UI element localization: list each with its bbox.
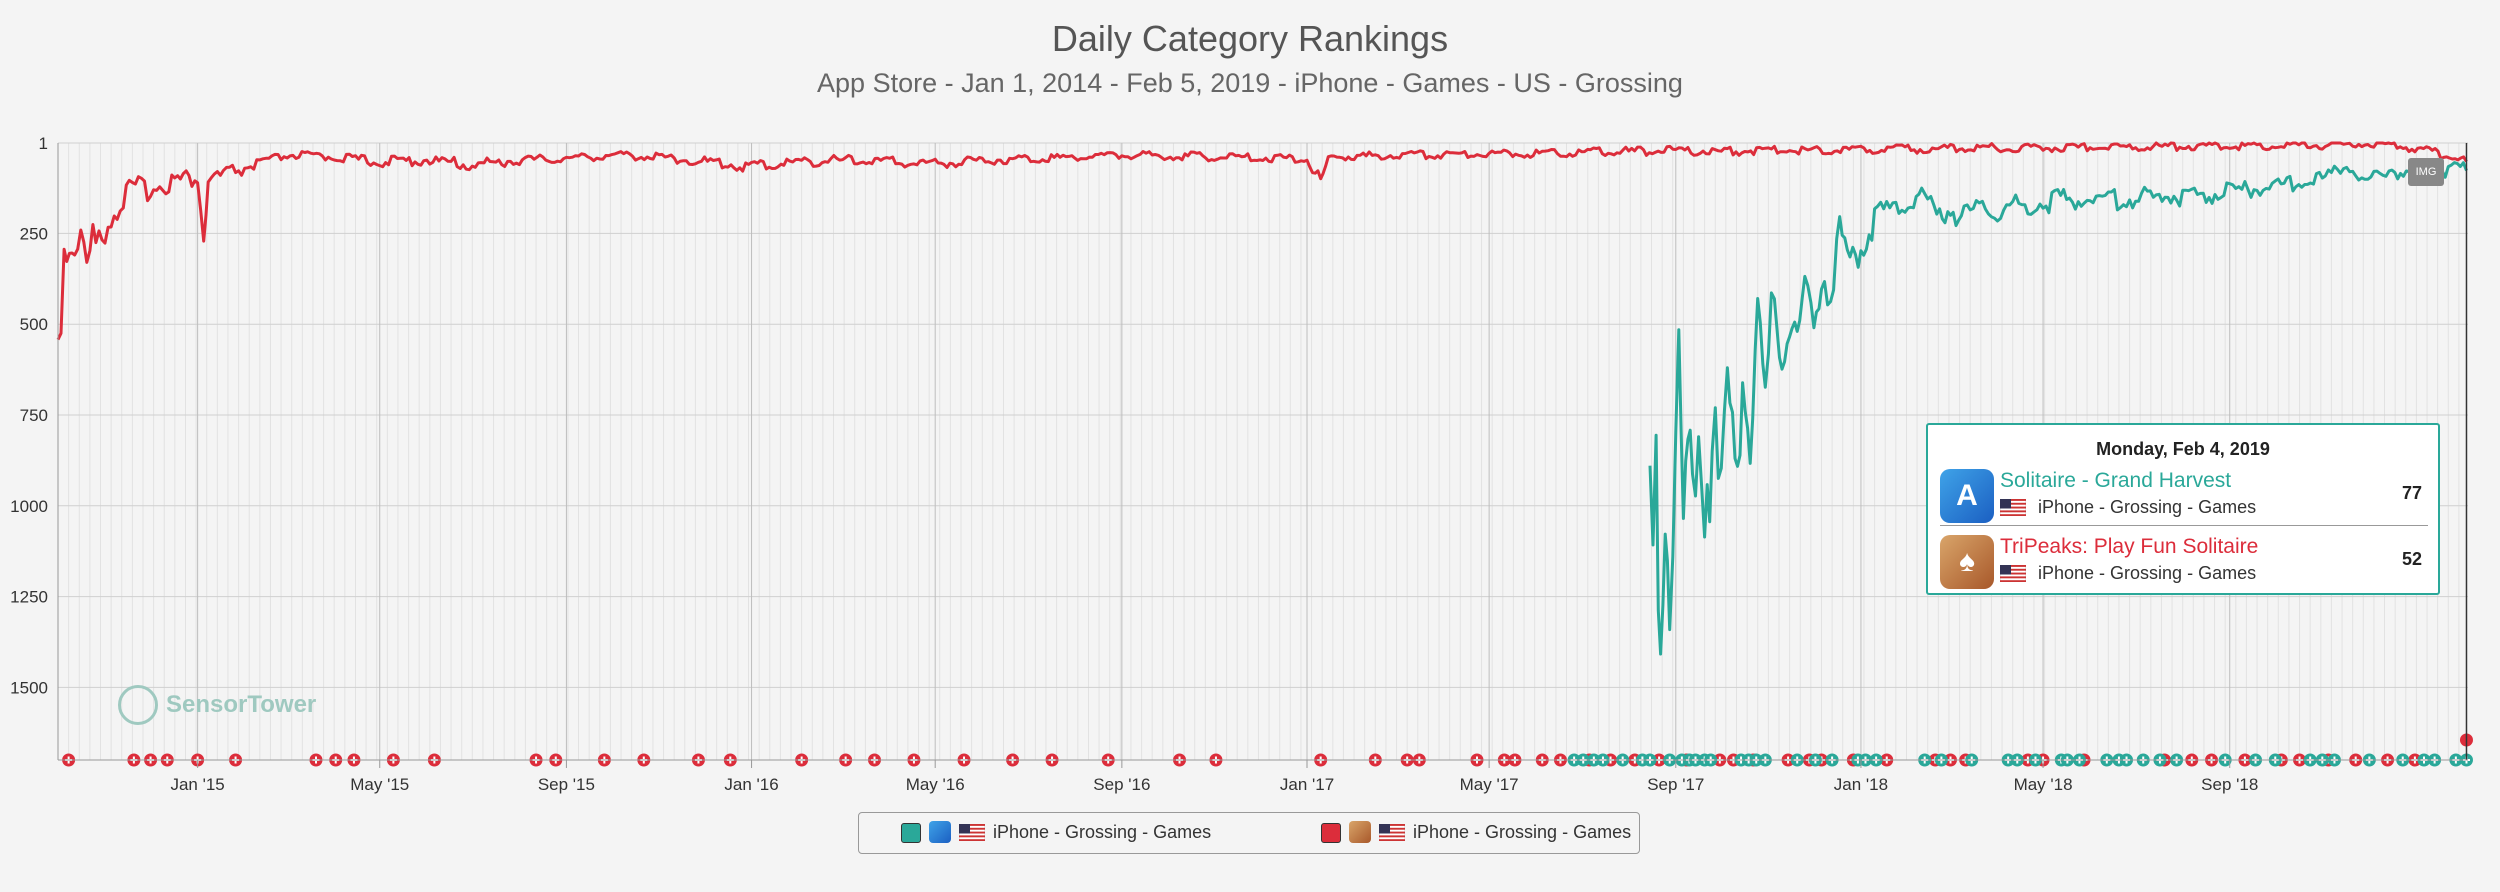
tooltip-rank: 77 (2401, 483, 2422, 503)
y-tick-label: 1000 (10, 497, 48, 516)
tooltip-divider (1940, 525, 2428, 526)
tooltip-row-solitaire: A Solitaire - Grand Harvest iPhone - Gro… (1940, 467, 2428, 525)
x-tick-label: Sep '18 (2201, 775, 2258, 794)
tooltip-app-name: TriPeaks: Play Fun Solitaire (2000, 535, 2259, 558)
us-flag-icon (1379, 824, 1405, 841)
y-tick-label: 500 (20, 315, 48, 334)
tooltip-rank: 52 (2401, 549, 2422, 569)
tooltip-date: Monday, Feb 4, 2019 (2096, 439, 2270, 459)
chart-subtitle: App Store - Jan 1, 2014 - Feb 5, 2019 - … (817, 68, 1683, 98)
legend-label: iPhone - Grossing - Games (1413, 822, 1632, 842)
y-tick-label: 1 (39, 134, 48, 153)
x-tick-label: May '16 (906, 775, 965, 794)
tooltip-app-meta: iPhone - Grossing - Games (2038, 563, 2257, 583)
solitaire-grand-harvest-app-icon (929, 821, 951, 843)
us-flag-icon (959, 824, 985, 841)
x-tick-label: May '15 (350, 775, 409, 794)
legend-swatch-teal[interactable] (901, 823, 921, 843)
chart-legend: iPhone - Grossing - Games iPhone - Gross… (858, 812, 1640, 854)
y-tick-label: 1250 (10, 588, 48, 607)
x-tick-label: Jan '17 (1280, 775, 1334, 794)
y-tick-label: 750 (20, 406, 48, 425)
legend-swatch-red[interactable] (1321, 823, 1341, 843)
tooltip-row-tripeaks: ♠ TriPeaks: Play Fun Solitaire iPhone - … (1940, 533, 2428, 591)
tooltip-app-name: Solitaire - Grand Harvest (2000, 469, 2232, 492)
x-tick-label: Sep '15 (538, 775, 595, 794)
img-badge[interactable]: IMG (2408, 158, 2444, 186)
x-tick-label: Sep '17 (1647, 775, 1704, 794)
us-flag-icon (2000, 499, 2026, 516)
x-tick-label: May '17 (1460, 775, 1519, 794)
tripeaks-app-icon (1349, 821, 1371, 843)
sensortower-watermark: SensorTower (116, 683, 316, 733)
x-tick-label: Jan '18 (1834, 775, 1888, 794)
series-line-tripeaks[interactable] (56, 141, 2468, 341)
legend-label: iPhone - Grossing - Games (993, 822, 1212, 842)
y-tick-label: 1500 (10, 678, 48, 697)
y-tick-label: 250 (20, 224, 48, 243)
solitaire-grand-harvest-app-icon: A (1940, 469, 1994, 523)
x-tick-label: May '18 (2014, 775, 2073, 794)
tooltip-app-meta: iPhone - Grossing - Games (2038, 497, 2257, 517)
x-tick-label: Sep '16 (1093, 775, 1150, 794)
chart-title: Daily Category Rankings (1051, 18, 1449, 59)
x-tick-label: Jan '16 (724, 775, 778, 794)
watermark-text: SensorTower (166, 691, 317, 718)
x-tick-label: Jan '15 (170, 775, 224, 794)
sensortower-logo-icon (118, 685, 158, 725)
us-flag-icon (2000, 565, 2026, 582)
chart-tooltip: Monday, Feb 4, 2019 A Solitaire - Grand … (1926, 423, 2440, 595)
tripeaks-app-icon: ♠ (1940, 535, 1994, 589)
series-line-solitaire[interactable] (1648, 161, 2468, 656)
